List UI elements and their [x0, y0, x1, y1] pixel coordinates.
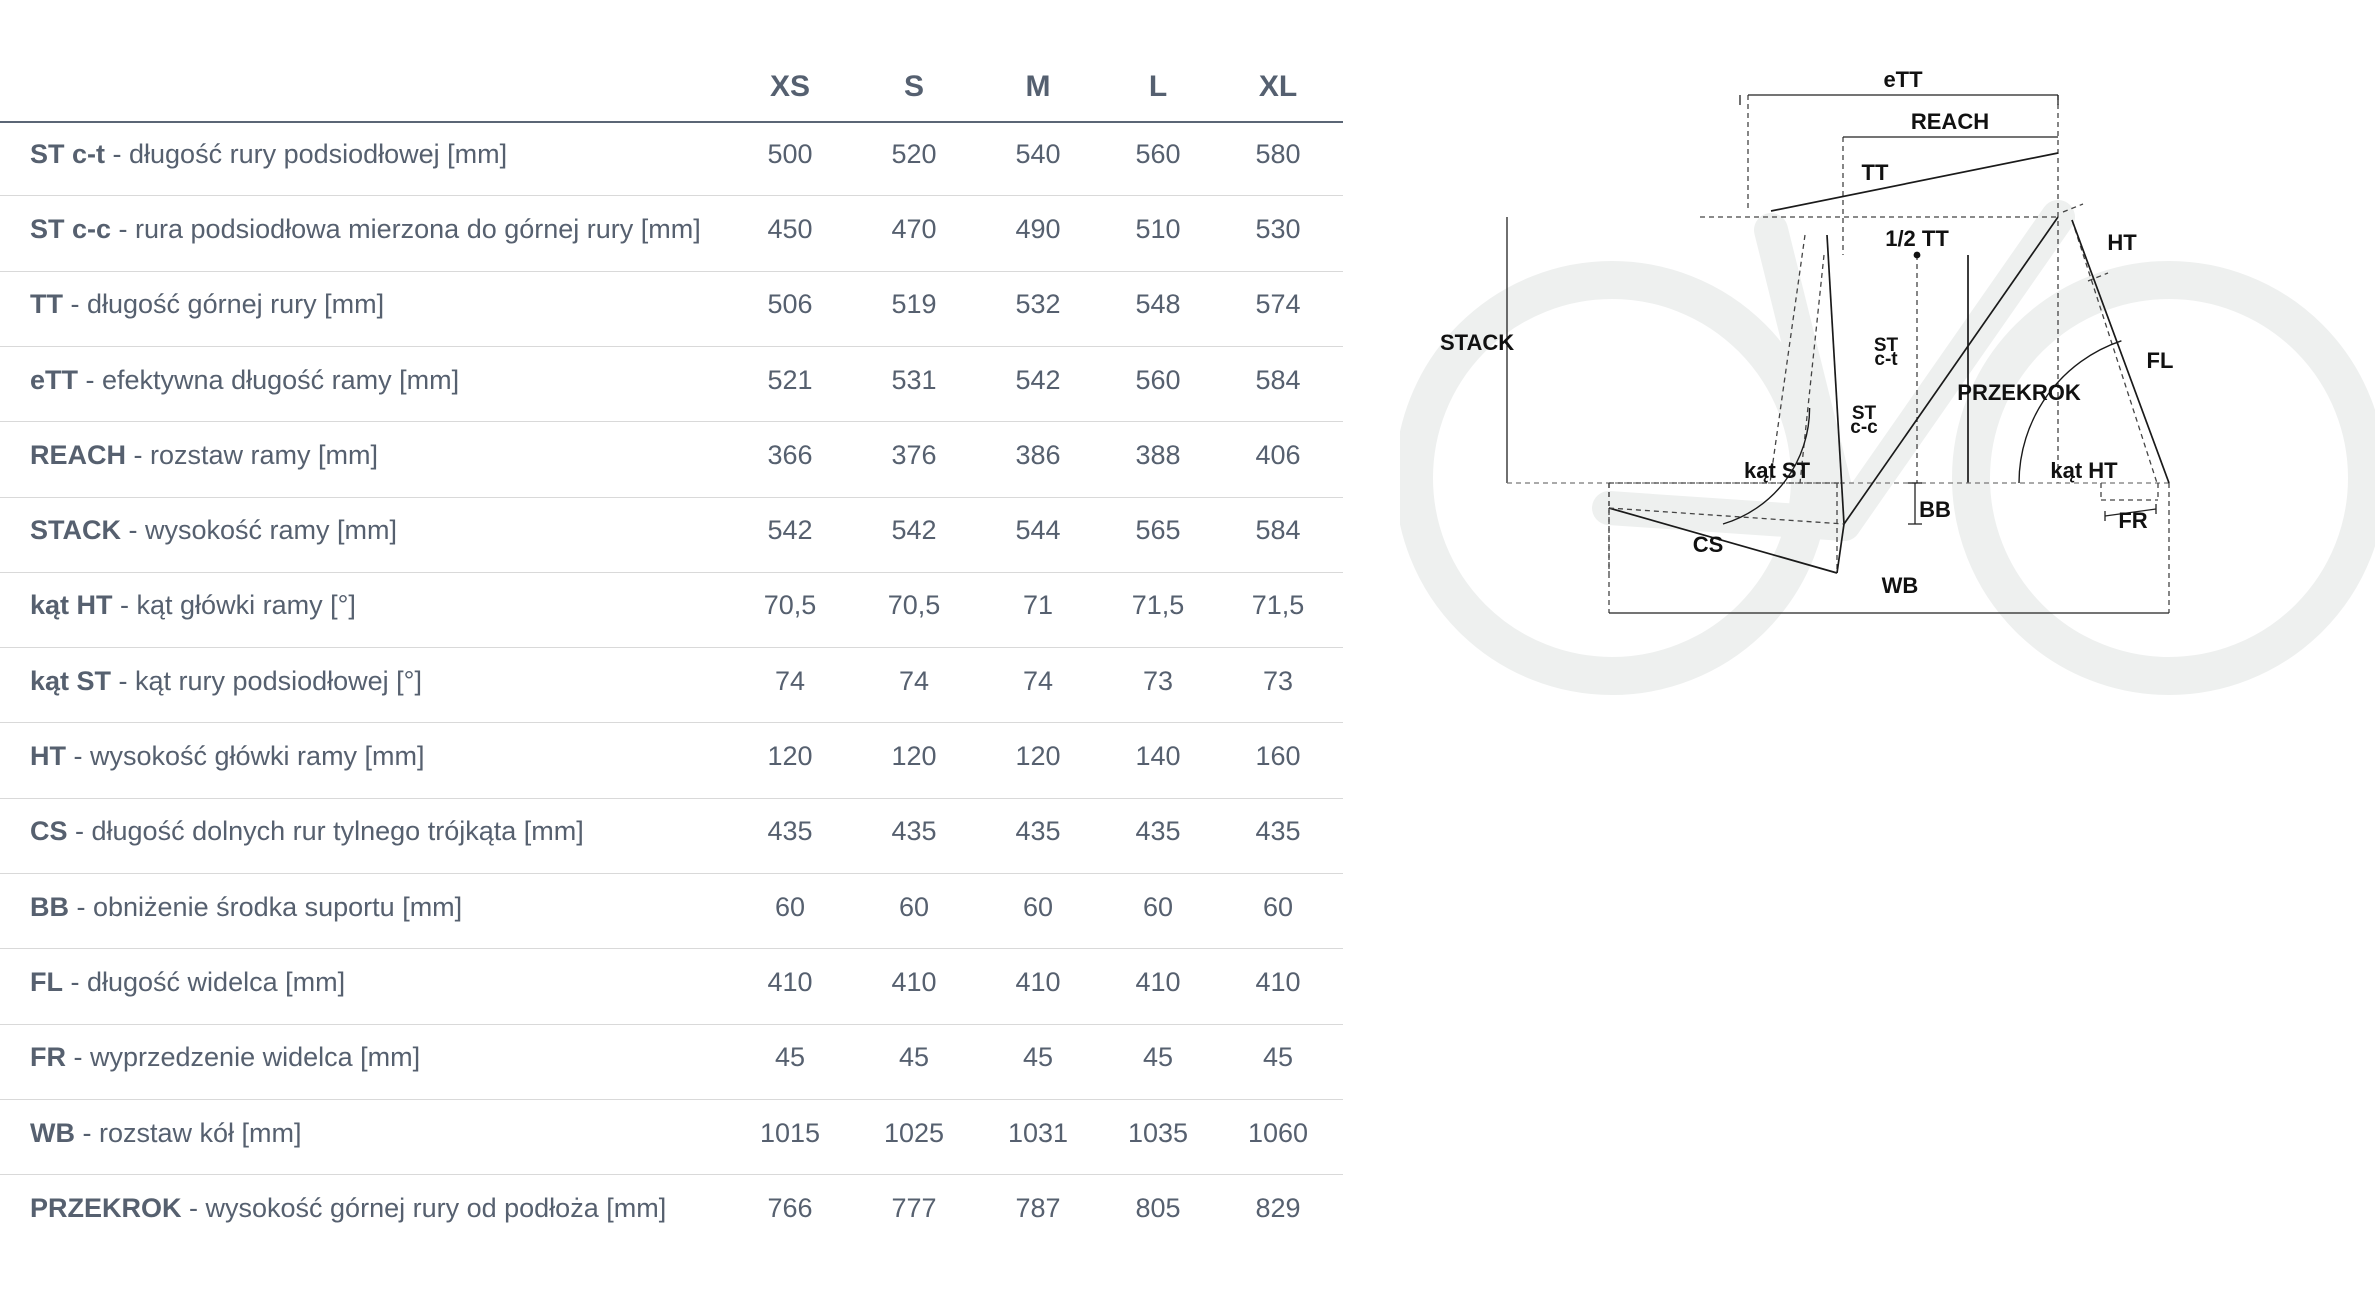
svg-text:HT: HT: [2107, 230, 2137, 255]
svg-text:FR: FR: [2118, 508, 2147, 533]
svg-text:TT: TT: [1862, 160, 1889, 185]
svg-text:FL: FL: [2147, 348, 2174, 373]
svg-text:CS: CS: [1693, 532, 1724, 557]
svg-text:PRZEKROK: PRZEKROK: [1957, 380, 2081, 405]
svg-text:WB: WB: [1882, 573, 1919, 598]
svg-text:eTT: eTT: [1883, 67, 1923, 92]
svg-text:STACK: STACK: [1440, 330, 1514, 355]
svg-text:kąt ST: kąt ST: [1744, 458, 1811, 483]
svg-text:c-t: c-t: [1874, 349, 1898, 370]
svg-text:1/2 TT: 1/2 TT: [1885, 226, 1949, 251]
svg-text:REACH: REACH: [1911, 109, 1989, 134]
svg-text:BB: BB: [1919, 497, 1951, 522]
svg-text:kąt HT: kąt HT: [2050, 458, 2118, 483]
svg-text:c-c: c-c: [1850, 417, 1878, 438]
